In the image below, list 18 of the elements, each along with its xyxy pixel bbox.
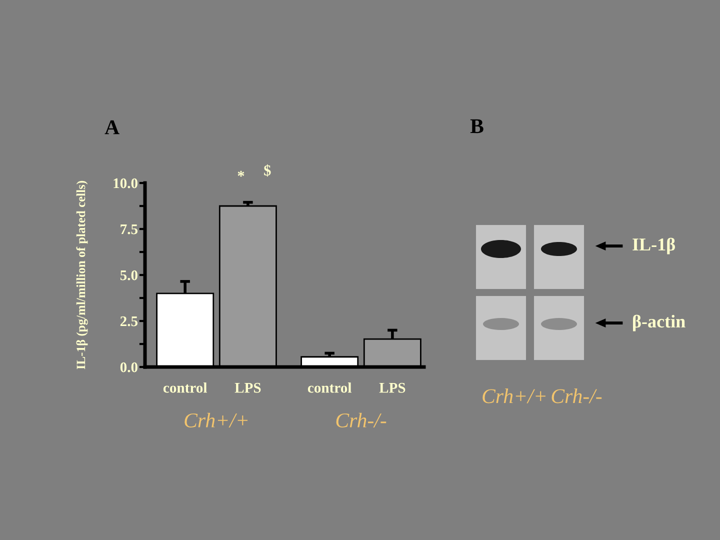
y-tick-label: 5.0 xyxy=(120,270,138,280)
y-tick-label: 0.0 xyxy=(120,362,138,372)
text: LPS xyxy=(379,382,406,393)
text: Crh-/- xyxy=(552,388,602,404)
text: control xyxy=(308,382,352,393)
series-label: LPS xyxy=(234,382,261,393)
text: Crh+/+ xyxy=(482,388,546,404)
text: β-actin xyxy=(633,314,686,332)
text: IL-1β xyxy=(632,238,675,254)
y-tick-label: 10.0 xyxy=(114,178,138,188)
text: * xyxy=(238,170,244,177)
series-label: control xyxy=(163,382,207,393)
text: B xyxy=(470,119,484,134)
chart-title: A xyxy=(104,120,120,134)
y-tick-label: 7.5 xyxy=(120,224,138,234)
y-tick-label: 2.5 xyxy=(120,316,138,326)
y-axis-title: IL-1β (pg/ml/million of plated cells) xyxy=(76,180,88,370)
text: $ xyxy=(264,164,271,177)
